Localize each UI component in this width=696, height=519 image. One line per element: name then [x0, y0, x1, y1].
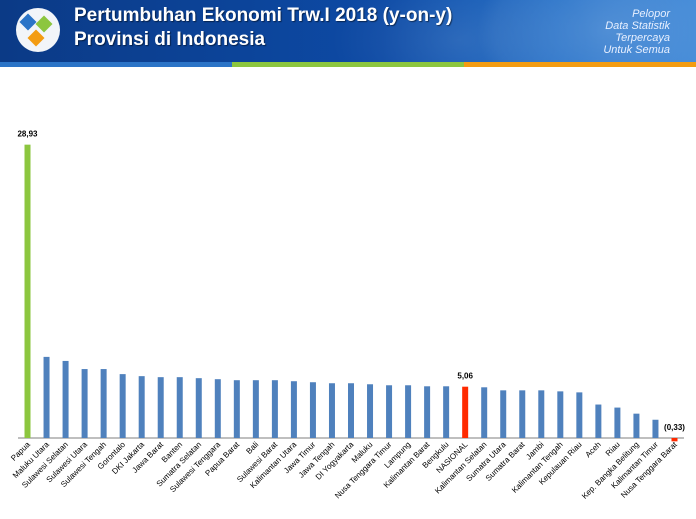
bar-sulawesi-tengah — [100, 369, 107, 438]
bar-bengkulu — [443, 386, 450, 438]
bar-gorontalo — [119, 374, 126, 438]
bar-papua-barat — [233, 380, 240, 438]
bar-nusa-tenggara-timur — [386, 385, 393, 438]
bar-maluku-utara — [43, 356, 50, 438]
bar-nusa-tenggara-barat — [671, 438, 678, 442]
bar-papua — [24, 144, 31, 438]
x-tick-label: Aceh — [584, 440, 603, 459]
stripe-blue — [0, 62, 232, 67]
data-label: 5,06 — [457, 372, 473, 381]
bar-maluku — [367, 384, 374, 438]
bar-kalimantan-tengah — [557, 391, 564, 438]
bar-kep-bangka-belitung — [633, 413, 640, 438]
tagline-line: Pelopor — [632, 8, 670, 20]
bar-jawa-timur — [309, 382, 316, 438]
stripe-green — [232, 62, 464, 67]
tagline-line: Terpercaya — [615, 32, 670, 44]
title-line-1: Pertumbuhan Ekonomi Trw.I 2018 (y-on-y) — [74, 5, 453, 26]
bar-sulawesi-selatan — [62, 360, 69, 438]
decorative-swirl — [476, 0, 696, 62]
x-tick-label: Bali — [244, 440, 260, 456]
title-line-2: Provinsi di Indonesia — [74, 29, 266, 50]
bar-kalimantan-utara — [290, 381, 297, 438]
bar-kepulauan-riau — [576, 392, 583, 438]
data-label: (0,33) — [664, 423, 685, 432]
bar-dki-jakarta — [138, 376, 145, 438]
bar-di-yogyakarta — [348, 383, 354, 438]
page-title: Pertumbuhan Ekonomi Trw.I 2018 (y-on-y) … — [74, 4, 540, 54]
bar-kalimantan-selatan — [481, 387, 488, 438]
bar-jawa-barat — [157, 377, 164, 438]
bar-bali — [252, 380, 259, 438]
bar-banten — [176, 377, 183, 438]
color-stripe — [0, 62, 696, 67]
bar-sulawesi-barat — [271, 380, 278, 438]
bps-logo-icon — [16, 8, 60, 52]
bar-jambi — [538, 390, 545, 438]
bar-lampung — [405, 385, 412, 438]
bar-nasional — [462, 386, 469, 438]
header-banner: Pertumbuhan Ekonomi Trw.I 2018 (y-on-y) … — [0, 0, 696, 62]
bar-kalimantan-barat — [424, 386, 431, 438]
bar-sulawesi-utara — [81, 369, 88, 438]
bar-sumatra-selatan — [195, 378, 202, 438]
tagline: Pelopor Data Statistik Terpercaya Untuk … — [603, 8, 670, 56]
tagline-line: Untuk Semua — [603, 44, 670, 56]
data-label: 28,93 — [17, 130, 38, 139]
decorative-swirl — [330, 0, 590, 62]
bar-riau — [614, 407, 621, 438]
bar-kalimantan-timur — [652, 419, 659, 438]
bar-sumatra-barat — [519, 390, 526, 438]
bar-jawa-tengah — [328, 383, 335, 438]
bar-sumatra-utara — [500, 390, 507, 438]
bar-aceh — [595, 404, 602, 438]
bar-sulawesi-tenggara — [214, 379, 221, 438]
stripe-orange — [464, 62, 696, 67]
tagline-line: Data Statistik — [605, 20, 670, 32]
